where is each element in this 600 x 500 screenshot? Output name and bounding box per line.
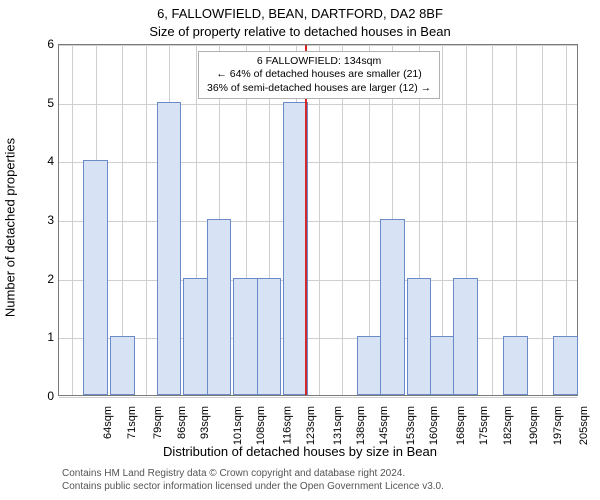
y-tick-label: 4 — [24, 154, 54, 168]
gridline-horizontal — [59, 104, 577, 105]
y-tick-label: 6 — [24, 37, 54, 51]
x-tick-label: 101sqm — [232, 406, 244, 445]
x-tick-label: 86sqm — [176, 406, 188, 439]
x-tick-label: 197sqm — [552, 406, 564, 445]
legend-line: 6 FALLOWFIELD: 134sqm — [207, 55, 431, 69]
gridline-vertical — [146, 45, 147, 395]
x-tick-label: 190sqm — [528, 406, 540, 445]
y-tick-label: 5 — [24, 96, 54, 110]
histogram-bar — [257, 278, 282, 395]
gridline-horizontal — [59, 221, 577, 222]
x-tick-label: 160sqm — [428, 406, 440, 445]
y-tick-label: 0 — [24, 389, 54, 403]
histogram-bar — [553, 336, 578, 395]
gridline-horizontal — [59, 397, 577, 398]
x-tick-label: 131sqm — [332, 406, 344, 445]
attribution-line2: Contains public sector information licen… — [62, 481, 444, 494]
histogram-bar — [407, 278, 432, 395]
gridline-horizontal — [59, 45, 577, 46]
x-tick-label: 93sqm — [199, 406, 211, 439]
chart-subtitle: Size of property relative to detached ho… — [0, 24, 600, 39]
x-tick-label: 64sqm — [102, 406, 114, 439]
histogram-bar — [83, 160, 108, 395]
x-tick-label: 175sqm — [478, 406, 490, 445]
histogram-bar — [503, 336, 528, 395]
legend-box: 6 FALLOWFIELD: 134sqm← 64% of detached h… — [198, 51, 440, 100]
x-tick-label: 182sqm — [502, 406, 514, 445]
gridline-vertical — [492, 45, 493, 395]
plot-area: 6 FALLOWFIELD: 134sqm← 64% of detached h… — [58, 44, 578, 396]
x-tick-label: 153sqm — [405, 406, 417, 445]
histogram-bar — [233, 278, 258, 395]
attribution-text: Contains HM Land Registry data © Crown c… — [62, 468, 444, 493]
gridline-vertical — [542, 45, 543, 395]
gridline-horizontal — [59, 338, 577, 339]
gridline-horizontal — [59, 162, 577, 163]
y-tick-label: 3 — [24, 213, 54, 227]
legend-line: 36% of semi-detached houses are larger (… — [207, 82, 431, 96]
histogram-bar — [157, 102, 182, 395]
x-tick-label: 79sqm — [152, 406, 164, 439]
histogram-bar — [380, 219, 405, 395]
x-axis-label: Distribution of detached houses by size … — [0, 444, 600, 459]
histogram-bar — [207, 219, 232, 395]
attribution-line1: Contains HM Land Registry data © Crown c… — [62, 468, 444, 481]
y-tick-label: 1 — [24, 330, 54, 344]
legend-line: ← 64% of detached houses are smaller (21… — [207, 68, 431, 82]
x-tick-label: 138sqm — [355, 406, 367, 445]
x-tick-label: 205sqm — [578, 406, 590, 445]
x-tick-label: 168sqm — [455, 406, 467, 445]
histogram-bar — [453, 278, 478, 395]
x-tick-label: 108sqm — [255, 406, 267, 445]
histogram-bar — [357, 336, 382, 395]
x-tick-label: 123sqm — [305, 406, 317, 445]
gridline-horizontal — [59, 280, 577, 281]
y-axis-label: Number of detached properties — [3, 138, 18, 317]
x-tick-label: 71sqm — [126, 406, 138, 439]
x-tick-label: 116sqm — [281, 406, 293, 444]
y-tick-label: 2 — [24, 272, 54, 286]
x-tick-label: 145sqm — [378, 406, 390, 445]
histogram-bar — [110, 336, 135, 395]
chart-supertitle: 6, FALLOWFIELD, BEAN, DARTFORD, DA2 8BF — [0, 6, 600, 21]
histogram-bar — [430, 336, 455, 395]
property-size-chart: 6, FALLOWFIELD, BEAN, DARTFORD, DA2 8BF … — [0, 0, 600, 500]
gridline-vertical — [72, 45, 73, 395]
histogram-bar — [183, 278, 208, 395]
